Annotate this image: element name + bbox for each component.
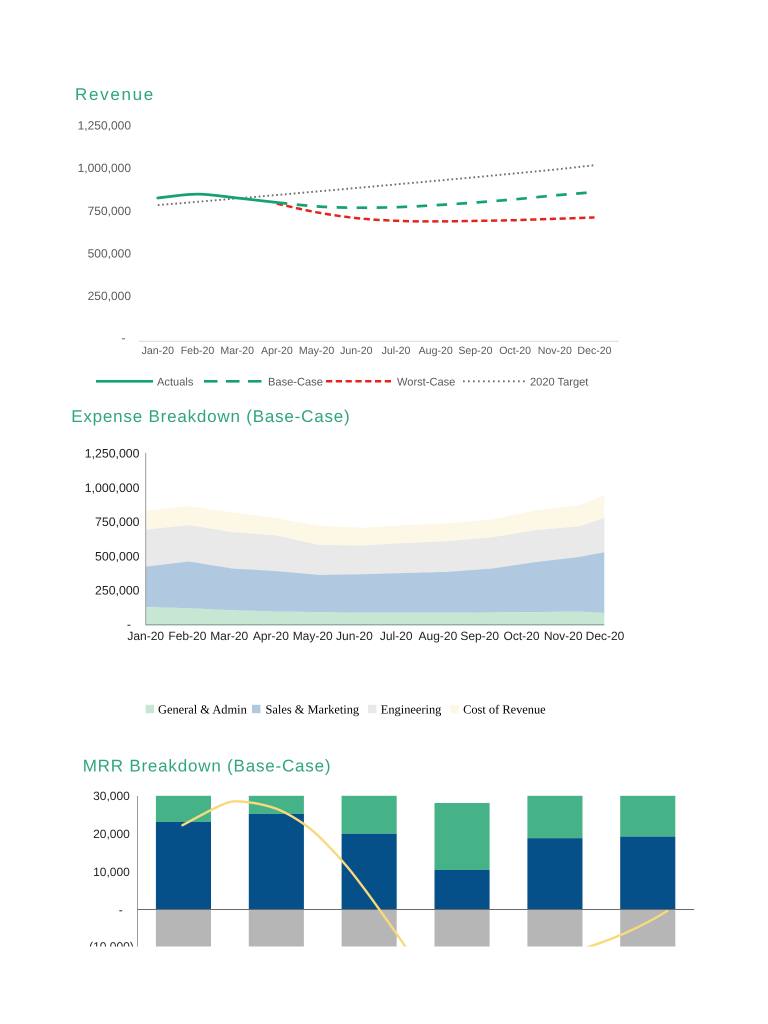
svg-text:250,000: 250,000 xyxy=(95,584,140,598)
svg-text:Jul-20: Jul-20 xyxy=(382,345,411,357)
svg-text:MRR Breakdown (Base-Case): MRR Breakdown (Base-Case) xyxy=(83,756,332,775)
svg-text:Oct-20: Oct-20 xyxy=(503,629,539,643)
svg-text:Sep-20: Sep-20 xyxy=(458,345,492,357)
svg-text:Nov-20: Nov-20 xyxy=(544,629,583,643)
svg-text:May-20: May-20 xyxy=(299,345,334,357)
svg-text:Sep-20: Sep-20 xyxy=(460,629,499,643)
svg-text:20,000: 20,000 xyxy=(93,827,130,841)
svg-text:Base-Case: Base-Case xyxy=(268,377,323,389)
svg-text:Oct-20: Oct-20 xyxy=(499,345,531,357)
svg-text:General & Admin: General & Admin xyxy=(158,702,247,716)
svg-text:Mar-20: Mar-20 xyxy=(210,629,248,643)
svg-text:-: - xyxy=(121,331,125,345)
svg-text:1,250,000: 1,250,000 xyxy=(78,119,132,133)
svg-text:Jun-20: Jun-20 xyxy=(336,629,373,643)
svg-text:1,000,000: 1,000,000 xyxy=(85,481,140,495)
svg-text:Feb-20: Feb-20 xyxy=(168,629,206,643)
svg-text:-: - xyxy=(119,903,123,917)
svg-text:1,250,000: 1,250,000 xyxy=(85,447,140,461)
svg-text:(10,000): (10,000) xyxy=(89,939,134,953)
svg-text:Cost of Revenue: Cost of Revenue xyxy=(463,702,546,716)
svg-text:Worst-Case: Worst-Case xyxy=(397,377,455,389)
svg-text:500,000: 500,000 xyxy=(95,549,140,563)
svg-text:Feb-20: Feb-20 xyxy=(181,345,215,357)
svg-text:Expense Breakdown (Base-Case): Expense Breakdown (Base-Case) xyxy=(71,407,350,426)
svg-text:Apr-20: Apr-20 xyxy=(253,629,289,643)
svg-text:1,000,000: 1,000,000 xyxy=(78,161,132,175)
svg-text:Apr-20: Apr-20 xyxy=(261,345,293,357)
svg-text:10,000: 10,000 xyxy=(93,865,130,879)
svg-text:Dec-20: Dec-20 xyxy=(586,629,625,643)
svg-text:Jun-20: Jun-20 xyxy=(340,345,372,357)
svg-text:-: - xyxy=(127,618,131,632)
svg-text:Revenue: Revenue xyxy=(75,85,155,104)
svg-text:Jan-20: Jan-20 xyxy=(142,345,174,357)
svg-text:250,000: 250,000 xyxy=(88,289,132,303)
svg-text:Aug-20: Aug-20 xyxy=(419,629,458,643)
svg-text:750,000: 750,000 xyxy=(95,515,140,529)
svg-text:Aug-20: Aug-20 xyxy=(419,345,453,357)
svg-text:Actuals: Actuals xyxy=(157,377,194,389)
svg-text:Jan-20: Jan-20 xyxy=(127,629,164,643)
svg-text:Jul-20: Jul-20 xyxy=(380,629,413,643)
svg-text:Sales & Marketing: Sales & Marketing xyxy=(266,702,360,716)
svg-text:30,000: 30,000 xyxy=(93,789,130,803)
svg-text:Engineering: Engineering xyxy=(381,702,442,716)
svg-text:May-20: May-20 xyxy=(293,629,333,643)
svg-text:Mar-20: Mar-20 xyxy=(220,345,254,357)
svg-text:2020 Target: 2020 Target xyxy=(530,377,588,389)
svg-text:750,000: 750,000 xyxy=(88,204,132,218)
svg-text:Nov-20: Nov-20 xyxy=(538,345,572,357)
svg-text:Dec-20: Dec-20 xyxy=(577,345,611,357)
svg-text:500,000: 500,000 xyxy=(88,246,132,260)
